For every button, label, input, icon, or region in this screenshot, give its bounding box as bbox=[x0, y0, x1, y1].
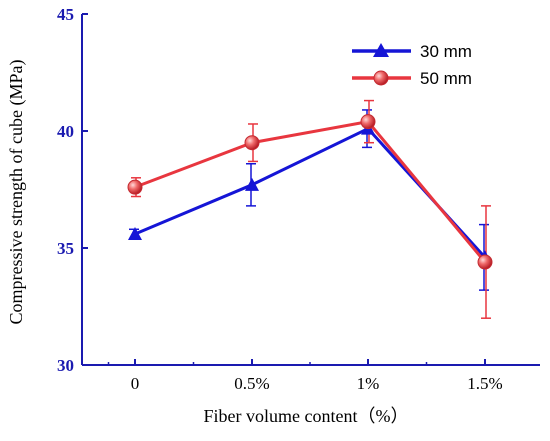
y-tick-label: 30 bbox=[57, 356, 74, 375]
data-point-50mm bbox=[360, 114, 376, 130]
series-line-0 bbox=[134, 126, 487, 259]
data-point-30mm bbox=[245, 177, 259, 191]
y-ticks: 30 35 40 45 bbox=[57, 5, 88, 375]
x-tick-label: 0 bbox=[131, 374, 140, 393]
data-point-50mm bbox=[244, 135, 260, 151]
series-line-1 bbox=[134, 120, 487, 264]
legend-label-50mm: 50 mm bbox=[420, 69, 472, 88]
legend: 30 mm 50 mm bbox=[352, 42, 472, 88]
y-tick-label: 45 bbox=[57, 5, 74, 24]
data-point-50mm bbox=[127, 179, 143, 195]
x-tick-label: 0.5% bbox=[234, 374, 269, 393]
legend-label-30mm: 30 mm bbox=[420, 42, 472, 61]
series-layer bbox=[127, 99, 493, 319]
data-point-30mm bbox=[128, 226, 142, 240]
x-ticks: 0 0.5% 1% 1.5% bbox=[107, 359, 503, 393]
data-point-50mm bbox=[477, 254, 493, 270]
x-axis-title: Fiber volume content（%） bbox=[204, 406, 409, 426]
x-tick-label: 1% bbox=[357, 374, 380, 393]
y-axis-title: Compressive strength of cube (MPa) bbox=[6, 60, 27, 325]
legend-circle-marker bbox=[373, 70, 389, 86]
y-tick-label: 40 bbox=[57, 122, 74, 141]
y-tick-label: 35 bbox=[57, 239, 74, 258]
legend-triangle-marker bbox=[373, 43, 389, 57]
x-tick-label: 1.5% bbox=[467, 374, 502, 393]
